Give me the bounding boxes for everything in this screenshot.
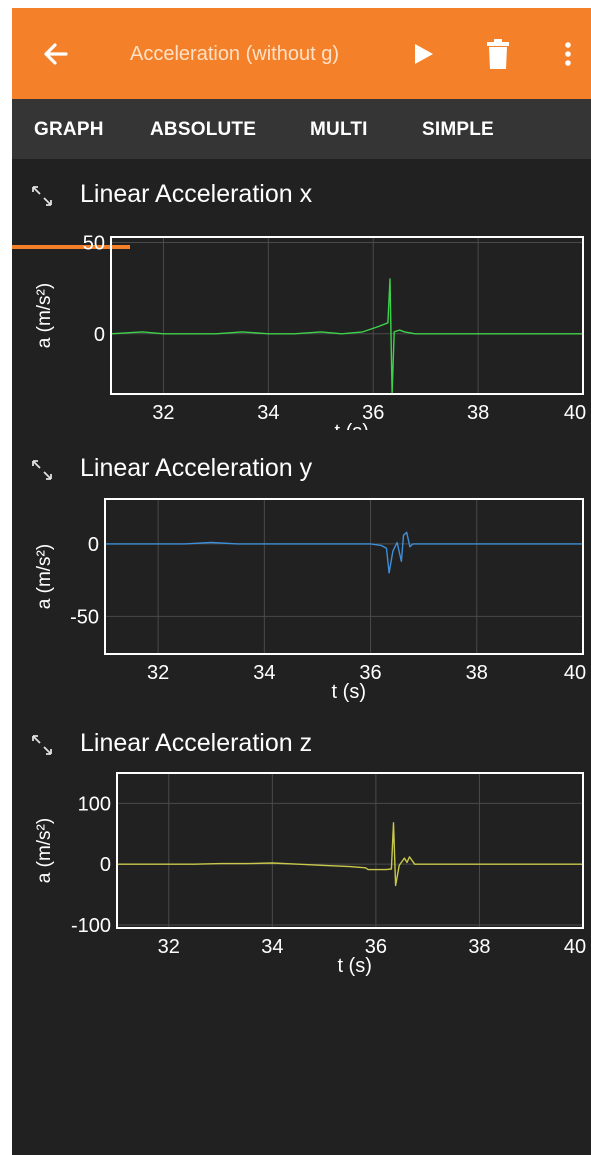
graph-title: Linear Acceleration x: [80, 180, 313, 208]
y-tick-label: -50: [70, 606, 99, 628]
plot-frame: [110, 236, 584, 395]
graph-header-y: Linear Acceleration y: [12, 450, 591, 490]
x-tick-label: 34: [253, 662, 275, 684]
x-tick-label: 38: [466, 662, 488, 684]
x-tick-label: 36: [359, 662, 381, 684]
x-tick-label: 34: [261, 936, 283, 958]
tab-bar: GRAPH ABSOLUTE MULTI SIMPLE: [12, 99, 591, 249]
x-axis-label: t (s): [337, 955, 371, 977]
y-tick-label: 0: [88, 534, 99, 556]
x-tick-label: 38: [467, 402, 489, 424]
more-vert-icon[interactable]: [556, 36, 580, 72]
y-axis-label: a (m/s²): [34, 544, 55, 609]
tab-multi[interactable]: MULTI: [310, 119, 368, 140]
data-series-line: [105, 531, 583, 574]
data-series-line: [110, 278, 583, 395]
tab-absolute[interactable]: ABSOLUTE: [150, 119, 257, 140]
tab-graph[interactable]: GRAPH: [34, 119, 104, 140]
chart-z-svg: 32 34 36 38 40 100 0 -100 t (s) a (m/s²): [34, 772, 586, 977]
chart-x-svg: 32 34 36 38 40 50 0 t (s) a (m/s²): [34, 232, 586, 430]
y-tick-label: 100: [78, 793, 111, 815]
y-tick-label: 0: [94, 324, 105, 346]
x-tick-label: 32: [147, 662, 169, 684]
trash-icon[interactable]: [482, 36, 514, 72]
expand-diagonal-icon[interactable]: [28, 456, 56, 484]
app-title: Acceleration (without g): [130, 43, 339, 65]
graph-header-x: Linear Acceleration x: [12, 176, 591, 216]
phone-screen: Acceleration (without g) GRAPH ABSOLUTE …: [12, 8, 591, 1155]
expand-diagonal-icon[interactable]: [28, 182, 56, 210]
x-tick-label: 36: [362, 402, 384, 424]
expand-diagonal-icon[interactable]: [28, 731, 56, 759]
x-tick-label: 32: [158, 936, 180, 958]
x-tick-label: 38: [468, 936, 490, 958]
graph-title: Linear Acceleration y: [80, 454, 313, 482]
y-tick-label: 50: [83, 232, 105, 254]
x-tick-label: 34: [257, 402, 279, 424]
plot-frame: [104, 498, 584, 655]
arrow-left-icon[interactable]: [36, 36, 76, 72]
plot-frame: [116, 772, 584, 929]
chart-y-svg: 32 34 36 38 40 0 -50 t (s) a (m/s²): [34, 498, 586, 703]
play-icon[interactable]: [407, 38, 439, 70]
x-axis-label: t (s): [335, 421, 369, 430]
graph-plot-z[interactable]: 32 34 36 38 40 100 0 -100 t (s) a (m/s²): [12, 768, 591, 978]
x-tick-label: 40: [564, 402, 586, 424]
graph-plot-y[interactable]: 32 34 36 38 40 0 -50 t (s) a (m/s²): [12, 494, 591, 704]
graph-header-z: Linear Acceleration z: [12, 725, 591, 765]
app-bar: Acceleration (without g): [12, 8, 591, 99]
x-tick-label: 32: [152, 402, 174, 424]
x-tick-label: 40: [564, 936, 586, 958]
tab-simple[interactable]: SIMPLE: [422, 119, 494, 140]
data-series-line: [117, 822, 583, 887]
y-axis-label: a (m/s²): [34, 818, 55, 883]
selected-tab-indicator: [12, 245, 130, 249]
y-axis-label: a (m/s²): [34, 283, 55, 348]
graph-plot-x[interactable]: 32 34 36 38 40 50 0 t (s) a (m/s²): [12, 220, 591, 430]
graph-title: Linear Acceleration z: [80, 729, 313, 757]
y-tick-label: -100: [71, 915, 111, 937]
x-tick-label: 40: [564, 662, 586, 684]
x-axis-label: t (s): [332, 681, 366, 703]
y-tick-label: 0: [100, 854, 111, 876]
x-tick-label: 36: [365, 936, 387, 958]
